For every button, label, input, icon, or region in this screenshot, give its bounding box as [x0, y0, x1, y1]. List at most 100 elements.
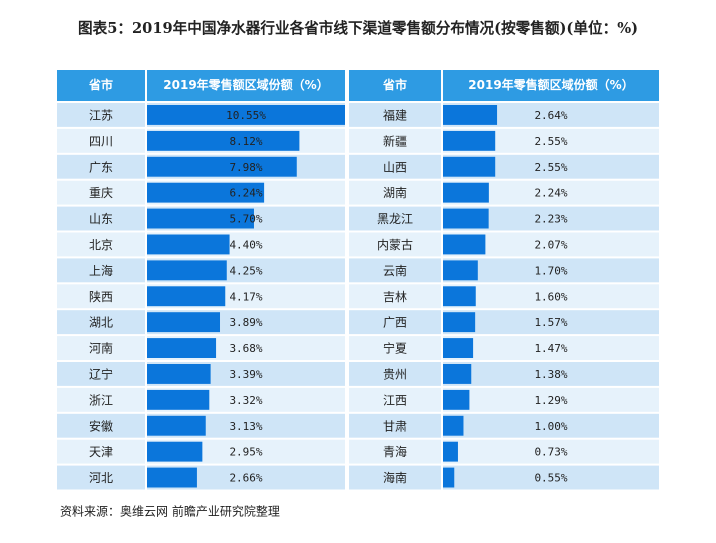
- value-label: 8.12%: [229, 135, 262, 148]
- bar: [147, 467, 197, 488]
- row-bg: [443, 258, 659, 283]
- province: 山东: [89, 212, 113, 226]
- bar: [147, 364, 211, 384]
- source: 资料来源：奥维云网 前瞻产业研究院整理: [60, 504, 280, 519]
- bar: [443, 312, 476, 333]
- bar: [147, 156, 297, 177]
- value-label: 3.32%: [229, 394, 262, 407]
- value-label: 2.95%: [229, 446, 262, 459]
- bar: [147, 182, 265, 203]
- bar: [443, 130, 496, 151]
- value-label: 1.60%: [534, 290, 567, 303]
- row-bg: [443, 465, 659, 490]
- row-bg: [443, 336, 659, 360]
- value-label: 3.68%: [229, 342, 262, 355]
- row-bg: [443, 128, 659, 153]
- row-bg: [349, 336, 441, 360]
- row-bg: [349, 284, 441, 309]
- header: 2019年零售额区域份额（%）: [163, 77, 328, 92]
- value-label: 2.64%: [534, 109, 567, 122]
- province: 海南: [383, 470, 407, 485]
- province: 吉林: [383, 290, 407, 304]
- province: 江西: [383, 393, 407, 407]
- bar: [147, 286, 226, 307]
- row-bg: [349, 258, 441, 283]
- province: 黑龙江: [377, 212, 413, 226]
- value-label: 3.89%: [229, 316, 262, 329]
- row-bg: [443, 310, 659, 335]
- value-label: 2.55%: [534, 161, 567, 174]
- province: 浙江: [89, 393, 113, 407]
- value-label: 1.47%: [534, 342, 567, 355]
- row-bg: [349, 154, 441, 179]
- value-label: 2.24%: [534, 187, 567, 200]
- province: 广西: [383, 316, 407, 330]
- province: 陕西: [89, 289, 113, 304]
- row-bg: [349, 362, 441, 386]
- value-label: 4.25%: [229, 264, 262, 277]
- row-bg: [349, 465, 441, 490]
- row-bg: [349, 206, 441, 231]
- bar: [443, 389, 470, 410]
- bar: [443, 286, 476, 307]
- value-label: 1.29%: [534, 394, 567, 407]
- province: 福建: [383, 107, 407, 122]
- value-label: 5.70%: [229, 213, 262, 226]
- row-bg: [349, 103, 441, 127]
- header-bg: [147, 70, 345, 101]
- bar: [443, 467, 455, 488]
- bar: [443, 441, 458, 462]
- bar: [147, 312, 221, 333]
- row-bg: [349, 387, 441, 412]
- province: 天津: [89, 445, 113, 459]
- province: 江苏: [89, 108, 113, 122]
- row-bg: [57, 413, 145, 438]
- row-bg: [57, 439, 145, 464]
- row-bg: [349, 413, 441, 438]
- header: 2019年零售额区域份额（%）: [468, 77, 633, 92]
- row-bg: [443, 284, 659, 309]
- header: 省市: [382, 77, 407, 92]
- province: 宁夏: [383, 341, 407, 356]
- value-label: 3.39%: [229, 368, 262, 381]
- value-label: 1.38%: [534, 368, 567, 381]
- row-bg: [57, 336, 145, 360]
- bar: [443, 260, 478, 281]
- row-bg: [57, 206, 145, 231]
- bar: [443, 105, 498, 125]
- header-bg: [57, 70, 145, 101]
- value-label: 2.55%: [534, 135, 567, 148]
- bar: [147, 208, 254, 229]
- province: 贵州: [383, 367, 407, 381]
- province: 青海: [383, 444, 407, 459]
- province: 湖南: [383, 185, 407, 200]
- bar: [147, 389, 210, 410]
- value-label: 0.55%: [534, 472, 567, 485]
- province: 四川: [89, 134, 113, 148]
- row-bg: [57, 180, 145, 205]
- bar: [147, 105, 345, 125]
- province: 广东: [89, 160, 113, 174]
- value-label: 6.24%: [229, 187, 262, 200]
- row-bg: [57, 154, 145, 179]
- row-bg: [443, 439, 659, 464]
- bar: [147, 260, 227, 281]
- bar: [443, 364, 472, 384]
- value-label: 0.73%: [534, 446, 567, 459]
- bar: [443, 182, 489, 203]
- province: 安徽: [89, 418, 113, 433]
- bar: [443, 234, 486, 255]
- bar: [147, 338, 217, 358]
- province: 山西: [383, 160, 407, 174]
- province: 重庆: [89, 186, 113, 200]
- header: 省市: [88, 77, 113, 92]
- value-label: 4.40%: [229, 238, 262, 251]
- row-bg: [443, 387, 659, 412]
- bar: [147, 415, 206, 436]
- row-bg: [57, 362, 145, 386]
- row-bg: [443, 206, 659, 231]
- province: 北京: [89, 238, 113, 252]
- title: 图表5：2019年中国净水器行业各省市线下渠道零售额分布情况(按零售额)(单位：…: [78, 19, 638, 37]
- province: 云南: [383, 263, 407, 278]
